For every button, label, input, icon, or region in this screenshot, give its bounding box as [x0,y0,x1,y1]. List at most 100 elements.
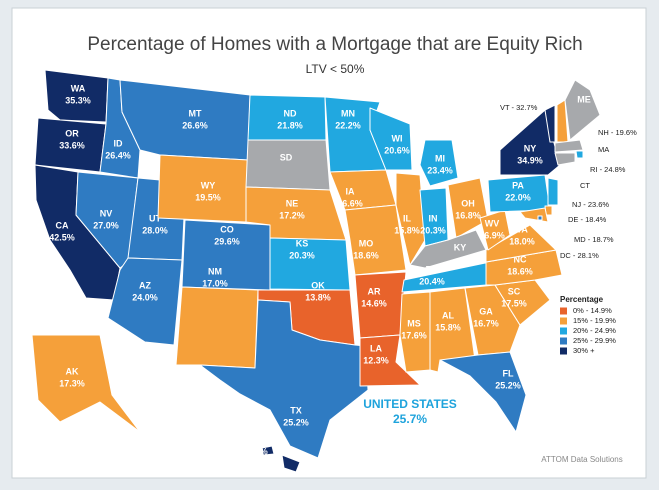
state-shape [399,291,431,373]
state-value: 13.8% [305,292,331,302]
state-shape [107,257,183,346]
state-callout: DE - 18.4% [568,215,607,224]
state-abbr: NE [286,198,299,208]
state-shape [564,79,601,141]
state-abbr: VA [516,224,528,234]
state-abbr: GA [479,306,493,316]
state-value: 16.6% [337,198,363,208]
state-value: 39.4% [242,446,268,456]
state-abbr: WI [392,133,403,143]
legend: Percentage 0% - 14.9%15% - 19.9%20% - 24… [560,295,616,355]
legend-label: 30% + [573,346,595,355]
state-abbr: FL [503,368,514,378]
legend-label: 20% - 24.9% [573,326,616,335]
state-shape [409,229,487,269]
state-abbr: KS [296,238,309,248]
state-shape [44,69,109,123]
state-abbr: UT [149,213,161,223]
state-callout: MD - 18.7% [574,235,614,244]
state-abbr: AZ [139,280,151,290]
state-value: 17.0% [202,278,228,288]
state-shape [395,172,426,266]
state-abbr: TN [426,264,438,274]
state-abbr: IN [429,213,438,223]
state-abbr: NM [208,266,222,276]
legend-swatch [560,337,567,345]
state-value: 14.6% [361,298,387,308]
legend-swatch [560,307,567,315]
state-value: 16.8% [455,210,481,220]
state-value: 20.3% [420,225,446,235]
legend-swatch [560,317,567,325]
state-abbr: WA [71,83,86,93]
state-callout: CT [580,181,590,190]
state-abbr: NC [514,254,527,264]
national-label: UNITED STATES [363,397,457,411]
legend-label: 25% - 29.9% [573,336,616,345]
state-callout: RI - 24.8% [590,165,626,174]
state-value: 24.0% [132,292,158,302]
state-shape [419,139,459,187]
state-shape [369,107,413,171]
state-shape [537,215,543,221]
state-shape [344,204,407,276]
state-value: 12.3% [363,355,389,365]
source: ATTOM Data Solutions [541,455,623,464]
state-abbr: ND [284,108,297,118]
state-value: 17.6% [401,330,427,340]
state-shape [547,177,559,206]
state-abbr: CA [56,220,69,230]
state-abbr: MO [359,238,374,248]
state-shape [499,109,561,176]
state-value: 19.5% [195,192,221,202]
state-shape [245,139,331,191]
state-value: 17.2% [279,210,305,220]
state-abbr: AR [368,286,381,296]
state-value: 42.5% [49,232,75,242]
state-value: 18.6% [507,266,533,276]
state-callout: NJ - 23.6% [572,200,609,209]
state-abbr: ID [114,138,124,148]
state-value: 22.0% [505,192,531,202]
state-shape [359,334,421,387]
state-shape [554,139,584,153]
state-abbr: CO [220,224,234,234]
state-abbr: WY [201,180,216,190]
state-abbr: OK [311,280,325,290]
national-value: 25.7% [393,412,427,426]
state-abbr: SD [280,152,293,162]
states: WA 35.3% OR 33.6% CA 42.5% ID 26.4% NV 27.0% UT 28.… [31,69,637,473]
state-value: 22.2% [335,120,361,130]
state-value: 25.2% [495,380,521,390]
legend-swatch [560,327,567,335]
state-abbr: KY [454,242,467,252]
state-shape [261,445,301,473]
state-value: 29.6% [214,236,240,246]
state-shape [31,334,141,433]
state-value: 17.3% [59,378,85,388]
state-value: 34.9% [517,155,543,165]
state-abbr: LA [370,343,382,353]
state-shape [439,351,527,433]
state-value: 28.0% [142,225,168,235]
legend-label: 0% - 14.9% [573,306,612,315]
state-value: 18.0% [509,236,535,246]
state-abbr: WV [485,218,500,228]
state-abbr: IA [346,186,356,196]
state-value: 20.4% [419,276,445,286]
state-shape [175,286,259,369]
state-value: 21.8% [277,120,303,130]
state-abbr: PA [512,180,524,190]
state-abbr: AL [442,310,454,320]
map-title: Percentage of Homes with a Mortgage that… [87,34,582,55]
state-callout: NH - 19.6% [598,128,637,137]
state-abbr: TX [290,405,302,415]
state-abbr: MT [189,108,202,118]
state-abbr: AK [66,366,79,376]
state-shape [575,150,584,159]
legend-title: Percentage [560,295,604,304]
state-value: 35.3% [65,95,91,105]
state-value: 26.6% [182,120,208,130]
state-shape [554,152,576,166]
